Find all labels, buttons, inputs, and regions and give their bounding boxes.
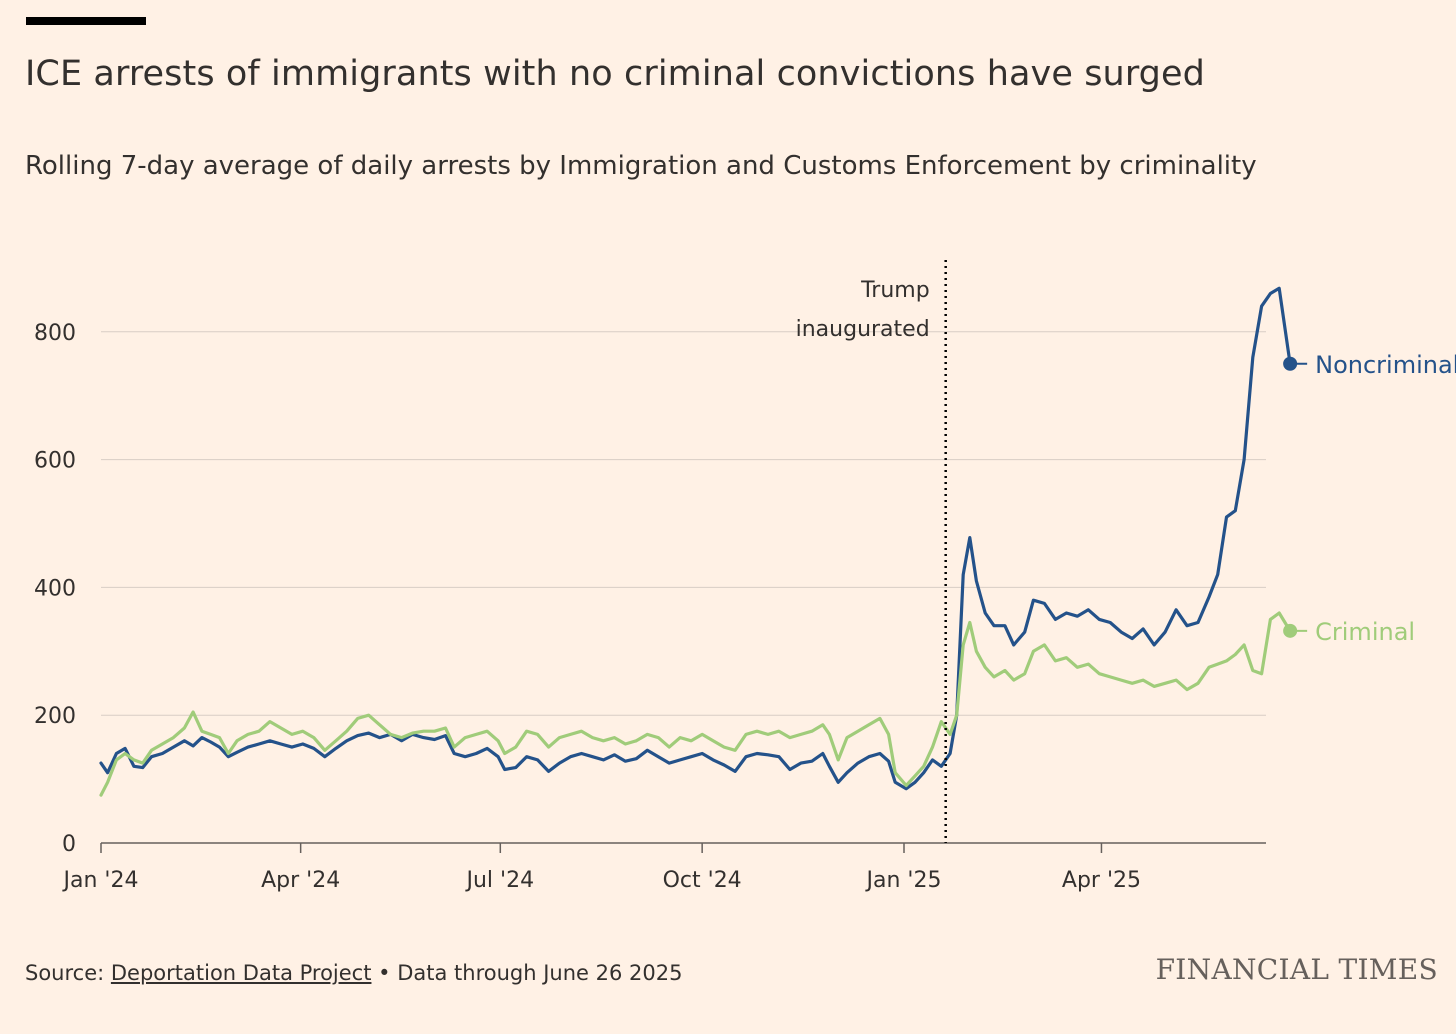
x-tick-label: Jan '25 [865,868,942,893]
y-tick-label: 0 [62,832,76,857]
source-link[interactable]: Deportation Data Project [110,961,372,985]
y-tick-label: 800 [34,321,76,346]
inauguration-label: inaugurated [796,317,930,342]
noncriminal-series-label: Noncriminal [1315,351,1456,379]
source-note: Source: Deportation Data Project • Data … [25,956,682,990]
annotations: Trump inaugurated Noncriminal Criminal [796,260,1456,843]
criminal-series-label: Criminal [1315,618,1415,646]
x-tick-label: Jul '24 [465,868,535,893]
y-tick-label: 200 [34,704,76,729]
chart-title: ICE arrests of immigrants with no crimin… [25,54,1205,94]
x-tick-label: Apr '25 [1062,868,1141,893]
chart-area: 0 200 400 600 800 Jan '24 Apr '24 Jul '24 Oct '2… [34,260,1456,893]
criminal-line [99,611,1292,797]
gridlines [101,331,1266,716]
header-rule [26,17,146,25]
x-tick-label: Oct '24 [663,868,742,893]
chart-subtitle: Rolling 7-day average of daily arrests b… [25,151,1257,181]
brand-logo: FINANCIAL TIMES [1155,953,1438,986]
source-prefix: Source: [25,961,111,985]
inauguration-label: Trump [860,278,930,303]
y-tick-label: 600 [34,449,76,474]
series-lines [99,286,1292,797]
source-suffix: • Data through June 26 2025 [371,961,683,985]
noncriminal-line [99,286,1292,791]
x-tick-label: Apr '24 [261,868,340,893]
x-tick-label: Jan '24 [62,868,139,893]
y-tick-label: 400 [34,576,76,601]
axes: 0 200 400 600 800 Jan '24 Apr '24 Jul '24 Oct '2… [34,321,1266,893]
